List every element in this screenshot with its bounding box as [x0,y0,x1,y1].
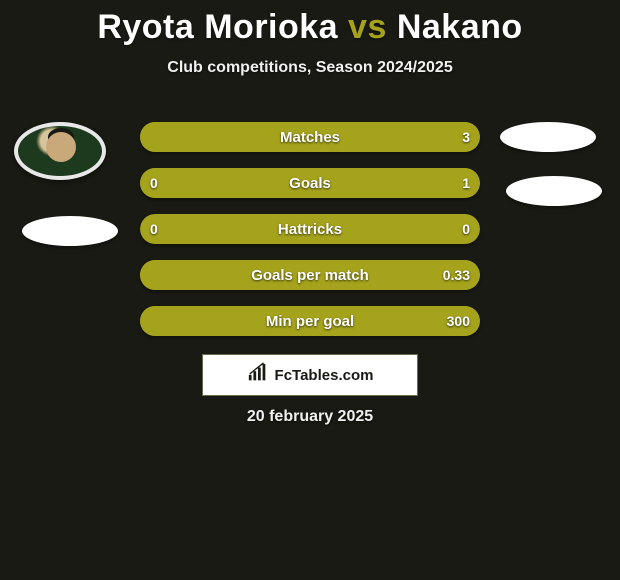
ellipse-decor-tr [500,122,596,152]
stat-value-right: 0 [462,214,470,244]
stat-label: Goals per match [140,260,480,290]
subtitle: Club competitions, Season 2024/2025 [0,59,620,77]
stat-rows: Matches 3 0 Goals 1 0 Hattricks 0 Goals … [140,122,480,352]
stat-label: Hattricks [140,214,480,244]
stat-row-goals-per-match: Goals per match 0.33 [140,260,480,290]
stat-value-right: 0.33 [443,260,470,290]
stat-label: Goals [140,168,480,198]
stat-label: Min per goal [140,306,480,336]
logo-text: FcTables.com [275,367,374,384]
ellipse-decor-mr [506,176,602,206]
date-label: 20 february 2025 [0,408,620,426]
title-player2: Nakano [397,8,523,46]
avatar-player1 [14,122,106,180]
stat-label: Matches [140,122,480,152]
stat-row-hattricks: 0 Hattricks 0 [140,214,480,244]
bars-icon [247,362,269,389]
stat-value-right: 1 [462,168,470,198]
title-vs: vs [348,8,387,46]
logo-box: FcTables.com [202,354,418,396]
stat-row-min-per-goal: Min per goal 300 [140,306,480,336]
page-title: Ryota Morioka vs Nakano [0,0,620,47]
stat-row-matches: Matches 3 [140,122,480,152]
ellipse-decor-bl [22,216,118,246]
stat-value-right: 300 [447,306,470,336]
stat-value-right: 3 [462,122,470,152]
stat-row-goals: 0 Goals 1 [140,168,480,198]
title-player1: Ryota Morioka [97,8,338,46]
